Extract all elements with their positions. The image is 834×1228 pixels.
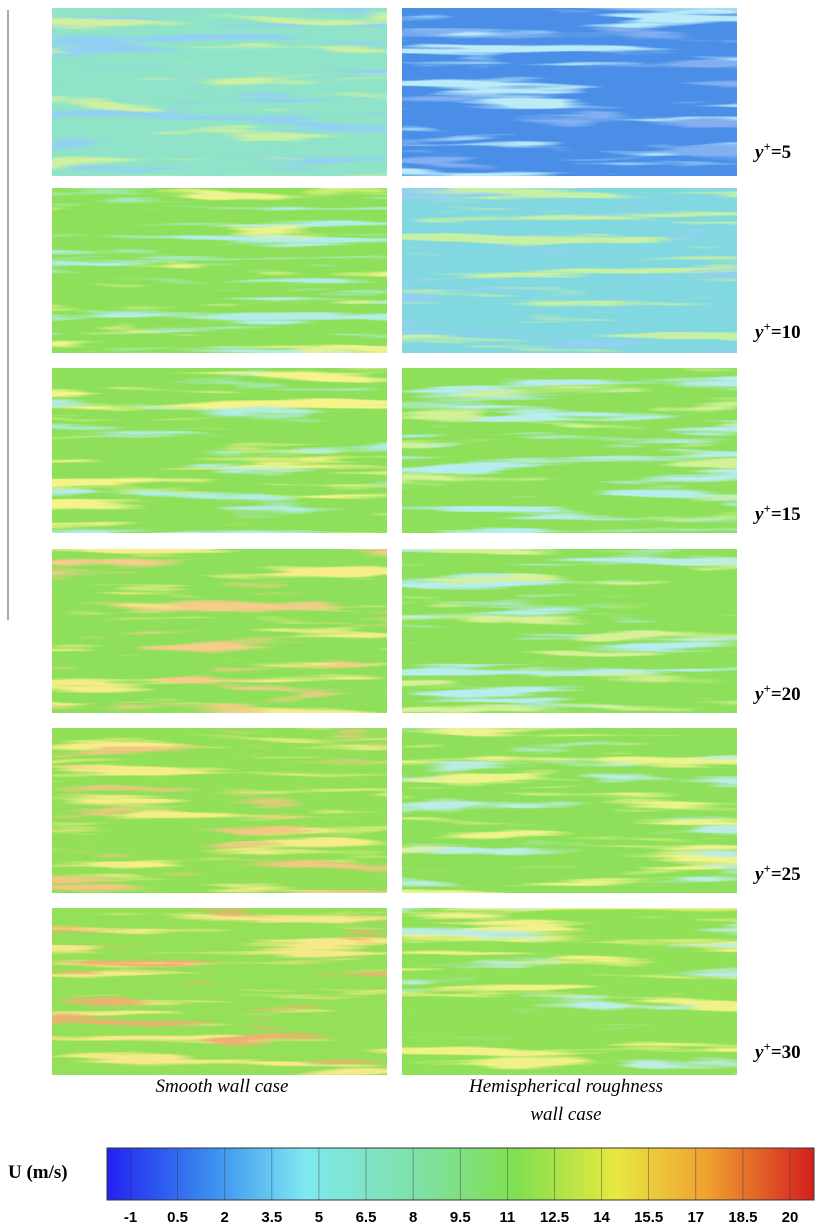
row-label: y+=10 [753, 319, 801, 343]
colorbar-tick-label: 5 [315, 1209, 323, 1226]
label-var: y [753, 864, 764, 885]
label-eq: =20 [771, 684, 801, 705]
colorbar-tick-label: 2 [221, 1209, 229, 1226]
caption-right: Hemispherical roughness [468, 1076, 663, 1097]
contour-streaks [52, 728, 387, 893]
colorbar-tick-label: -1 [124, 1209, 137, 1226]
colorbar-tick-label: 18.5 [728, 1209, 757, 1226]
label-eq: =30 [771, 1042, 801, 1063]
label-sup: + [763, 861, 770, 876]
row-label: y+=5 [753, 139, 791, 163]
colorbar-tick-label: 6.5 [356, 1209, 377, 1226]
contour-streaks [402, 8, 737, 176]
colorbar-tick-label: 17 [687, 1209, 704, 1226]
label-var: y [753, 684, 764, 705]
label-sup: + [763, 681, 770, 696]
colorbar-tick-label: 12.5 [540, 1209, 569, 1226]
row-label: y+=30 [753, 1039, 801, 1063]
colorbar-tick-label: 15.5 [634, 1209, 663, 1226]
row-labels: y+=5y+=10y+=15y+=20y+=25y+=30 [753, 139, 801, 1063]
colorbar-tick-label: 8 [409, 1209, 417, 1226]
contour-streaks [52, 908, 387, 1075]
row-label: y+=15 [753, 501, 801, 525]
label-var: y [753, 322, 764, 343]
label-sup: + [763, 501, 770, 516]
contour-streaks [402, 188, 737, 353]
caption-left: Smooth wall case [156, 1076, 289, 1097]
row-label: y+=20 [753, 681, 801, 705]
contour-streaks [402, 549, 737, 713]
contour-streaks [402, 368, 737, 533]
caption-right: wall case [530, 1104, 601, 1125]
colorbar-tick-label: 0.5 [167, 1209, 188, 1226]
colorbar-tick-label: 9.5 [450, 1209, 471, 1226]
label-sup: + [763, 319, 770, 334]
label-eq: =10 [771, 322, 801, 343]
contour-panels [52, 8, 737, 1075]
label-var: y [753, 142, 764, 163]
figure: y+=5y+=10y+=15y+=20y+=25y+=30 Smooth wal… [0, 0, 834, 1228]
label-eq: =5 [771, 142, 791, 163]
contour-streaks [52, 549, 387, 713]
label-var: y [753, 1042, 764, 1063]
label-eq: =25 [771, 864, 801, 885]
colorbar-tick-label: 11 [499, 1209, 515, 1226]
label-sup: + [763, 139, 770, 154]
label-sup: + [763, 1039, 770, 1054]
contour-streaks [52, 8, 387, 176]
label-eq: =15 [771, 504, 801, 525]
colorbar-tick-label: 14 [593, 1209, 610, 1226]
contour-streaks [52, 188, 387, 353]
label-var: y [753, 504, 764, 525]
contour-streaks [402, 728, 737, 893]
contour-streaks [52, 368, 387, 533]
row-label: y+=25 [753, 861, 801, 885]
contour-streaks [402, 908, 737, 1075]
colorbar-tick-label: 3.5 [261, 1209, 282, 1226]
colorbar-tick-label: 20 [782, 1209, 799, 1226]
colorbar-label: U (m/s) [8, 1162, 68, 1183]
